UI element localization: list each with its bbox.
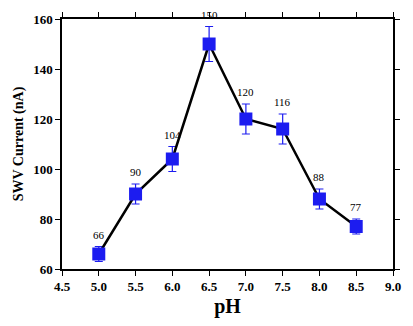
svg-text:8.0: 8.0 xyxy=(311,279,327,294)
svg-text:pH: pH xyxy=(214,295,241,318)
svg-text:9.0: 9.0 xyxy=(385,279,401,294)
svg-text:120: 120 xyxy=(237,86,254,98)
svg-text:4.5: 4.5 xyxy=(54,279,71,294)
svg-text:6.5: 6.5 xyxy=(201,279,218,294)
svg-text:150: 150 xyxy=(201,9,218,21)
svg-text:60: 60 xyxy=(40,262,53,277)
svg-text:88: 88 xyxy=(313,171,325,183)
svg-text:7.0: 7.0 xyxy=(238,279,254,294)
svg-text:140: 140 xyxy=(33,62,53,77)
svg-text:66: 66 xyxy=(93,229,105,241)
svg-text:77: 77 xyxy=(350,201,362,213)
svg-text:7.5: 7.5 xyxy=(275,279,292,294)
svg-text:116: 116 xyxy=(274,96,291,108)
svg-text:120: 120 xyxy=(33,112,53,127)
svg-text:5.0: 5.0 xyxy=(91,279,107,294)
svg-text:104: 104 xyxy=(164,129,181,141)
svg-text:160: 160 xyxy=(33,12,53,27)
svg-text:80: 80 xyxy=(40,212,53,227)
svg-text:SWV Current (nA): SWV Current (nA) xyxy=(11,86,27,201)
svg-text:100: 100 xyxy=(33,162,53,177)
svg-text:8.5: 8.5 xyxy=(348,279,365,294)
svg-text:5.5: 5.5 xyxy=(127,279,144,294)
svg-text:6.0: 6.0 xyxy=(164,279,180,294)
svg-text:90: 90 xyxy=(130,166,142,178)
